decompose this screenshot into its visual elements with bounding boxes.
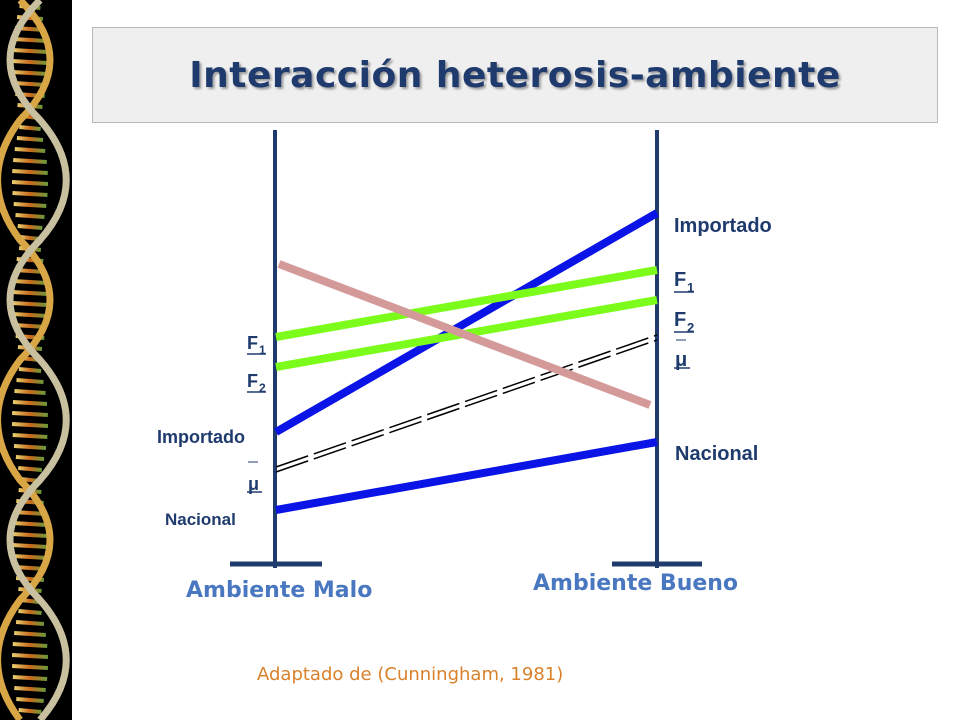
dna-helix-image <box>0 0 70 720</box>
dna-rung <box>18 708 42 714</box>
dna-rung <box>13 81 47 87</box>
dna-rung <box>13 37 47 43</box>
dna-rung <box>15 213 45 219</box>
svg-text:μ: μ <box>248 474 259 494</box>
right-label-importado: Importado <box>674 215 772 237</box>
dna-rung <box>12 191 48 197</box>
mean-line <box>275 334 658 473</box>
dna-rung <box>14 389 46 395</box>
right-label-nacional: Nacional <box>675 443 758 465</box>
dna-rung <box>14 631 46 637</box>
dna-rung <box>16 697 44 703</box>
dna-rung <box>11 422 49 428</box>
left-label-nacional: Nacional <box>165 510 236 529</box>
dna-rung <box>12 433 48 439</box>
dna-rung <box>11 59 49 65</box>
env-label-malo: Ambiente Malo <box>186 578 372 603</box>
svg-text:F: F <box>674 309 686 331</box>
dna-rung <box>18 466 42 472</box>
svg-text:μ: μ <box>675 349 687 371</box>
dna-rung <box>19 125 41 131</box>
nacional-line <box>275 438 658 514</box>
left-label-importado: Importado <box>157 427 245 447</box>
dna-rung <box>12 411 48 417</box>
heterosis-line <box>277 260 652 409</box>
source-citation: Adaptado de (Cunningham, 1981) <box>257 664 564 685</box>
dna-rung <box>17 224 43 230</box>
dna-rung <box>14 147 46 153</box>
env-label-bueno: Ambiente Bueno <box>533 571 738 596</box>
dna-rung <box>15 620 45 626</box>
dna-rung <box>12 290 48 296</box>
dna-rung <box>12 48 48 54</box>
dna-rung <box>16 136 44 142</box>
dna-rung <box>12 554 48 560</box>
dna-rung <box>11 301 49 307</box>
dna-decoration <box>0 0 72 720</box>
dna-rung <box>11 532 49 538</box>
dna-rung <box>15 455 45 461</box>
dna-rung <box>12 279 48 285</box>
svg-text:2: 2 <box>259 381 266 395</box>
left-label-mu: μ <box>247 461 262 494</box>
dna-rung <box>18 367 42 373</box>
dna-rung <box>12 521 48 527</box>
dna-rung <box>18 609 42 615</box>
slide-title: Interacción heterosis-ambiente <box>189 54 841 96</box>
dna-rung <box>11 543 49 549</box>
svg-text:1: 1 <box>259 343 266 357</box>
title-box: Interacción heterosis-ambiente <box>92 27 938 123</box>
dna-rung <box>11 653 49 659</box>
importado-line <box>274 209 659 436</box>
dna-rung <box>13 158 47 164</box>
dna-rung <box>13 444 47 450</box>
dna-rung <box>14 686 46 692</box>
svg-text:F: F <box>247 371 258 391</box>
dna-rung <box>16 378 44 384</box>
right-label-mu: μ <box>674 339 690 371</box>
dna-rung <box>11 180 49 186</box>
dna-rung <box>12 312 48 318</box>
dna-rung <box>11 664 49 670</box>
dna-rung <box>13 202 47 208</box>
dna-rung <box>12 642 48 648</box>
dna-rung <box>12 675 48 681</box>
svg-text:F: F <box>247 333 258 353</box>
dna-rung <box>12 400 48 406</box>
svg-text:F: F <box>674 269 686 291</box>
svg-text:1: 1 <box>687 280 694 295</box>
dna-rung <box>12 70 48 76</box>
f1-line <box>275 266 658 341</box>
svg-text:2: 2 <box>687 320 694 335</box>
dna-rung <box>12 169 48 175</box>
